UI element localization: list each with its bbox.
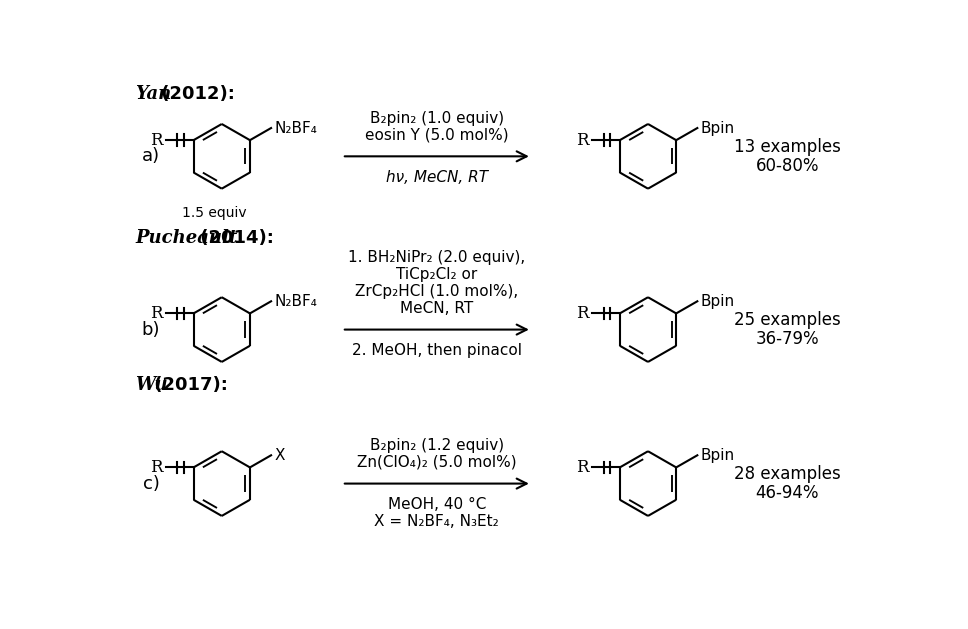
Text: 2. MeOH, then pinacol: 2. MeOH, then pinacol	[351, 343, 522, 359]
Text: 1. BH₂NiPr₂ (2.0 equiv),: 1. BH₂NiPr₂ (2.0 equiv),	[348, 250, 526, 265]
Text: (2017):: (2017):	[148, 376, 228, 394]
Text: N₂BF₄: N₂BF₄	[274, 121, 318, 135]
Text: Zn(ClO₄)₂ (5.0 mol%): Zn(ClO₄)₂ (5.0 mol%)	[357, 455, 517, 470]
Text: eosin Y (5.0 mol%): eosin Y (5.0 mol%)	[365, 128, 508, 143]
Text: (2014):: (2014):	[195, 230, 274, 247]
Text: 46-94%: 46-94%	[756, 484, 819, 502]
Text: R: R	[150, 131, 163, 148]
Text: ZrCp₂HCl (1.0 mol%),: ZrCp₂HCl (1.0 mol%),	[355, 284, 519, 299]
Text: R: R	[577, 459, 590, 476]
Text: MeCN, RT: MeCN, RT	[400, 301, 473, 316]
Text: X: X	[274, 448, 285, 463]
Text: Bpin: Bpin	[701, 294, 735, 309]
Text: c): c)	[143, 474, 160, 493]
Text: hν, MeCN, RT: hν, MeCN, RT	[386, 170, 488, 185]
Text: R: R	[150, 459, 163, 476]
Text: (2012):: (2012):	[155, 85, 234, 103]
Text: Pucheault: Pucheault	[135, 230, 237, 247]
Text: R: R	[577, 305, 590, 322]
Text: Bpin: Bpin	[701, 121, 735, 135]
Text: 1.5 equiv: 1.5 equiv	[182, 206, 246, 220]
Text: B₂pin₂ (1.2 equiv): B₂pin₂ (1.2 equiv)	[370, 438, 504, 453]
Text: b): b)	[141, 321, 160, 338]
Text: 60-80%: 60-80%	[756, 157, 819, 175]
Text: TiCp₂Cl₂ or: TiCp₂Cl₂ or	[396, 267, 477, 282]
Text: B₂pin₂ (1.0 equiv): B₂pin₂ (1.0 equiv)	[370, 111, 504, 126]
Text: X = N₂BF₄, N₃Et₂: X = N₂BF₄, N₃Et₂	[375, 515, 499, 530]
Text: a): a)	[141, 147, 160, 165]
Text: 13 examples: 13 examples	[734, 138, 841, 156]
Text: Yan: Yan	[135, 85, 171, 103]
Text: 28 examples: 28 examples	[734, 465, 841, 483]
Text: R: R	[150, 305, 163, 322]
Text: MeOH, 40 °C: MeOH, 40 °C	[387, 498, 486, 513]
Text: Bpin: Bpin	[701, 448, 735, 463]
Text: R: R	[577, 131, 590, 148]
Text: 36-79%: 36-79%	[756, 330, 819, 348]
Text: 25 examples: 25 examples	[734, 311, 841, 330]
Text: N₂BF₄: N₂BF₄	[274, 294, 318, 309]
Text: Wu: Wu	[135, 376, 167, 394]
